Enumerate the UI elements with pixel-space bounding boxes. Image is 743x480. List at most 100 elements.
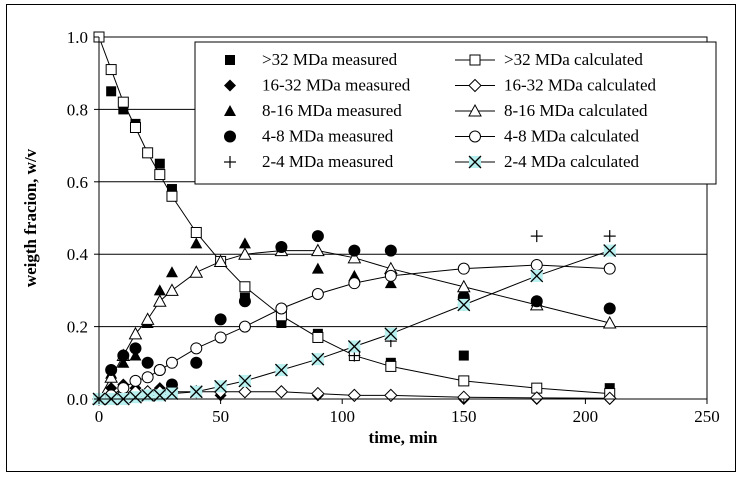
- y-tick-label: 0.2: [67, 318, 88, 337]
- legend-marker-8-16-mda-measured: [224, 105, 236, 116]
- point-8-16-mda-calculated: [238, 247, 252, 260]
- point-16-32-mda-calculated: [347, 388, 362, 403]
- legend-marker-2-4-mda-calculated: [468, 155, 482, 169]
- legend-label-2-4-mda-calculated: 2-4 MDa calculated: [504, 152, 639, 171]
- point-2-4-mda-measured: [530, 230, 543, 243]
- point-32-mda-measured: [118, 104, 129, 115]
- point-16-32-mda-calculated: [384, 388, 398, 403]
- point-2-4-mda-calculated: [238, 374, 252, 388]
- legend-label-16-32-mda-calculated: 16-32 MDa calculated: [504, 76, 656, 95]
- point-4-8-mda-calculated: [457, 262, 470, 275]
- point-8-16-mda-calculated: [128, 326, 143, 340]
- x-tick-label: 100: [329, 407, 355, 426]
- x-tick-label: 200: [573, 407, 599, 426]
- y-tick-label: 0.6: [67, 173, 88, 192]
- point-4-8-mda-measured: [348, 244, 361, 257]
- legend-label-8-16-mda-measured: 8-16 MDa measured: [262, 101, 402, 120]
- point-32-mda-measured: [154, 158, 165, 169]
- point-4-8-mda-calculated: [214, 331, 227, 344]
- point-4-8-mda-calculated: [165, 356, 178, 369]
- point-2-4-mda-calculated: [214, 379, 228, 393]
- point-8-16-mda-calculated: [213, 254, 228, 267]
- x-tick-label: 150: [451, 407, 477, 426]
- point-4-8-mda-measured: [129, 342, 142, 355]
- legend-label-32-mda-measured: >32 MDa measured: [262, 50, 398, 69]
- point-4-8-mda-measured: [165, 378, 178, 391]
- point-4-8-mda-measured: [275, 240, 288, 253]
- legend-label-4-8-mda-measured: 4-8 MDa measured: [262, 127, 394, 146]
- point-8-16-mda-calculated: [104, 370, 119, 383]
- point-8-16-mda-calculated: [152, 294, 167, 307]
- point-4-8-mda-measured: [238, 295, 251, 308]
- point-8-16-mda-measured: [117, 356, 130, 368]
- legend-marker-4-8-mda-calculated: [469, 130, 481, 143]
- tick-labels: 0 50 100 150 200 250 0.0 0.2 0.4 0.6 0.8 1.0: [67, 28, 720, 426]
- x-tick-label: 250: [694, 407, 720, 426]
- point-32-mda-calculated: [142, 147, 154, 159]
- point-8-16-mda-measured: [165, 266, 178, 278]
- point-32-mda-calculated: [129, 122, 141, 133]
- legend-marker-16-32-mda-measured: [224, 79, 236, 92]
- point-4-8-mda-measured: [105, 364, 118, 377]
- point-4-8-mda-calculated: [238, 320, 251, 333]
- point-4-8-mda-calculated: [275, 302, 288, 315]
- point-8-16-mda-measured: [238, 237, 251, 249]
- point-32-mda-calculated: [117, 96, 129, 108]
- point-4-8-mda-measured: [214, 313, 227, 326]
- legend-box: [194, 41, 717, 185]
- axes: [94, 36, 708, 404]
- point-2-4-mda-calculated: [311, 352, 325, 366]
- legend-marker-32-mda-measured: [225, 55, 235, 65]
- point-4-8-mda-calculated: [129, 374, 142, 387]
- point-4-8-mda-calculated: [153, 364, 166, 377]
- point-8-16-mda-calculated: [311, 243, 325, 257]
- legend-label-2-4-mda-measured: 2-4 MDa measured: [262, 152, 394, 171]
- point-8-16-mda-calculated: [165, 283, 179, 296]
- point-8-16-mda-measured: [384, 277, 397, 289]
- point-8-16-mda-measured: [153, 284, 166, 296]
- point-8-16-mda-measured: [129, 349, 142, 361]
- legend-marker-16-32-mda-calculated: [468, 78, 482, 93]
- point-4-8-mda-calculated: [603, 262, 616, 275]
- point-2-4-mda-measured: [603, 230, 616, 243]
- y-tick-label: 0.0: [67, 390, 88, 409]
- x-axis-label: time, min: [369, 428, 438, 447]
- legend-label-8-16-mda-calculated: 8-16 MDa calculated: [504, 101, 648, 120]
- legend-label-32-mda-calculated: >32 MDa calculated: [504, 50, 643, 69]
- point-2-4-mda-calculated: [153, 388, 167, 402]
- point-16-32-mda-calculated: [238, 385, 252, 399]
- point-4-8-mda-measured: [311, 230, 324, 243]
- point-4-8-mda-calculated: [348, 277, 361, 290]
- point-16-32-mda-calculated: [274, 385, 289, 399]
- point-2-4-mda-calculated: [457, 298, 471, 312]
- point-32-mda-calculated: [166, 190, 178, 202]
- point-8-16-mda-calculated: [347, 250, 362, 264]
- point-4-8-mda-measured: [117, 349, 130, 362]
- point-4-8-mda-measured: [190, 356, 203, 369]
- y-tick-label: 0.4: [67, 245, 89, 264]
- point-2-4-mda-calculated: [603, 244, 617, 258]
- point-32-mda-measured: [106, 86, 117, 97]
- point-4-8-mda-calculated: [117, 382, 130, 395]
- point-2-4-mda-calculated: [141, 388, 155, 402]
- legend-marker-8-16-mda-calculated: [468, 103, 482, 117]
- point-8-16-mda-measured: [311, 262, 324, 274]
- point-32-mda-calculated: [105, 64, 117, 76]
- point-32-mda-calculated: [239, 281, 251, 293]
- x-tick-label: 50: [212, 407, 229, 426]
- point-2-4-mda-calculated: [129, 390, 142, 404]
- legend-marker-2-4-mda-measured: [224, 156, 236, 168]
- point-8-16-mda-calculated: [189, 265, 204, 278]
- legend-marker-4-8-mda-measured: [224, 130, 236, 143]
- point-8-16-mda-calculated: [456, 279, 471, 293]
- legend: >32 MDa measured 16-32 MDa measured 8-16 M…: [194, 41, 717, 185]
- point-16-32-mda-calculated: [311, 386, 325, 401]
- point-4-8-mda-calculated: [530, 259, 543, 272]
- point-4-8-mda-measured: [384, 244, 397, 257]
- y-tick-label: 0.8: [67, 100, 88, 119]
- point-32-mda-calculated: [190, 226, 202, 238]
- point-2-4-mda-calculated: [384, 327, 398, 341]
- point-32-mda-calculated: [154, 169, 166, 181]
- point-16-32-mda-calculated: [603, 391, 617, 405]
- point-4-8-mda-measured: [141, 356, 154, 369]
